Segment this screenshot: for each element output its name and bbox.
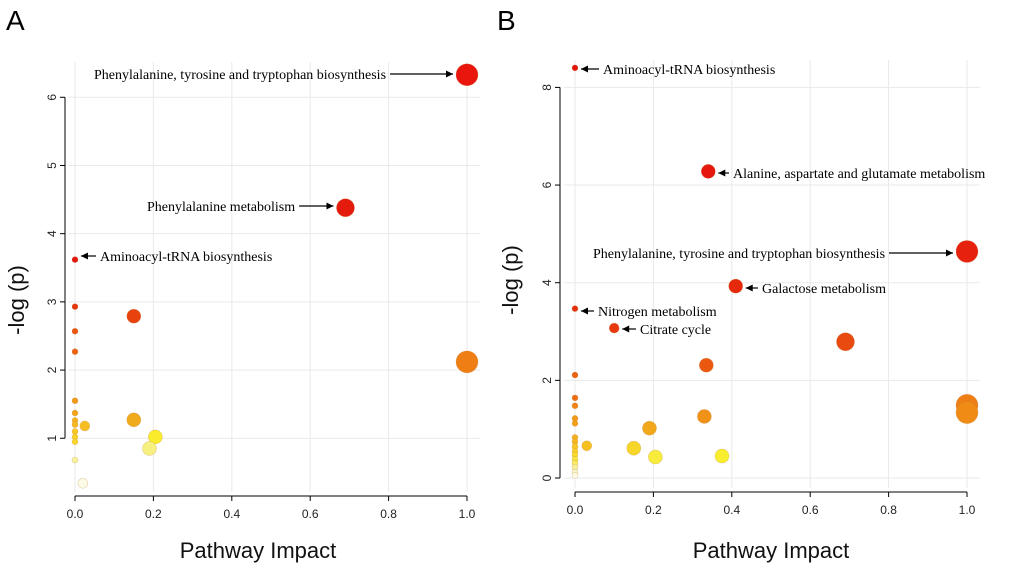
x-tick-label: 0.6 [802,503,819,517]
data-point [571,64,579,72]
annotation-arrowhead [946,249,953,257]
y-tick-label: 3 [45,298,59,305]
x-tick-label: 0.6 [302,507,319,521]
data-point [71,428,79,435]
data-point [71,421,79,428]
data-point [71,397,79,405]
data-point [71,256,79,263]
data-point [71,348,79,355]
data-point [77,477,89,489]
x-tick-label: 0.0 [67,507,84,521]
data-point [126,412,142,428]
point-annotation: Phenylalanine metabolism [147,200,295,215]
y-tick-label: 5 [45,162,59,169]
data-point [571,305,579,312]
data-point [728,278,744,294]
point-annotation: Aminoacyl-tRNA biosynthesis [100,250,272,265]
data-point [714,448,730,464]
point-annotation: Aminoacyl-tRNA biosynthesis [603,63,775,78]
x-axis-title: Pathway Impact [693,538,850,563]
data-point [455,63,479,87]
y-tick-label: 2 [45,366,59,373]
data-point [700,164,716,179]
y-tick-label: 8 [540,84,554,91]
data-point [626,440,642,456]
data-point [955,240,979,263]
data-point [71,327,79,335]
data-point [648,449,663,465]
point-annotation: Galactose metabolism [762,282,886,297]
data-point [571,472,579,479]
annotation-arrowhead [581,307,588,315]
x-tick-label: 1.0 [959,503,976,517]
y-tick-label: 2 [540,377,554,384]
scatter-panel-a: 0.0 0.2 0.4 0.6 0.8 1.0 1 2 3 4 5 6 Pathway Impact -l… [4,62,480,563]
data-point [79,420,91,432]
point-annotation: Alanine, aspartate and glutamate metabol… [733,167,985,182]
data-point [142,441,157,456]
data-point [71,438,79,445]
x-tick-label: 0.8 [880,503,897,517]
x-tick-label: 1.0 [459,507,476,521]
data-point [836,332,855,352]
data-point [571,394,579,402]
y-axis-title: -log (p) [4,265,29,335]
data-point [71,303,79,310]
annotation-arrowhead [326,202,334,210]
y-tick-label: 6 [540,181,554,188]
x-axis-title: Pathway Impact [180,538,337,563]
y-tick-label: 6 [45,94,59,101]
annotation-arrowhead [446,70,453,78]
point-annotation: Nitrogen metabolism [598,305,717,320]
annotation-arrowhead [745,284,753,292]
data-point [571,371,579,379]
annotation-arrowhead [622,325,630,333]
annotation-arrowhead [718,169,726,177]
data-point [126,308,142,324]
data-point [571,420,579,427]
data-point [642,420,657,436]
data-point [608,322,620,334]
point-annotation: Phenylalanine, tyrosine and tryptophan b… [94,68,386,83]
data-point [455,350,479,374]
x-tick-label: 0.0 [567,503,584,517]
x-tick-label: 0.4 [223,507,240,521]
point-annotation: Phenylalanine, tyrosine and tryptophan b… [593,247,885,262]
y-tick-label: 4 [45,230,59,237]
point-annotation: Citrate cycle [640,323,711,338]
x-tick-label: 0.2 [145,507,162,521]
data-point [71,456,79,464]
data-point [697,409,712,424]
y-tick-label: 4 [540,279,554,286]
scatter-panel-b: 0.0 0.2 0.4 0.6 0.8 1.0 0 2 4 6 8 Pathway Impact -lo… [498,60,985,563]
data-point [148,429,163,445]
annotation-arrowhead [581,65,588,73]
data-point [581,440,593,452]
y-axis-title: -log (p) [498,245,523,315]
data-point [955,401,979,424]
data-point [336,198,355,218]
y-tick-label: 1 [45,435,59,442]
data-point [571,402,579,410]
x-tick-label: 0.2 [645,503,662,517]
data-point [71,409,79,417]
x-tick-label: 0.8 [380,507,397,521]
data-point [699,357,714,373]
panel-letter-a: A [6,5,25,36]
y-tick-label: 0 [540,474,554,481]
x-tick-label: 0.4 [723,503,740,517]
annotation-arrowhead [81,252,88,260]
panel-letter-b: B [497,5,516,36]
